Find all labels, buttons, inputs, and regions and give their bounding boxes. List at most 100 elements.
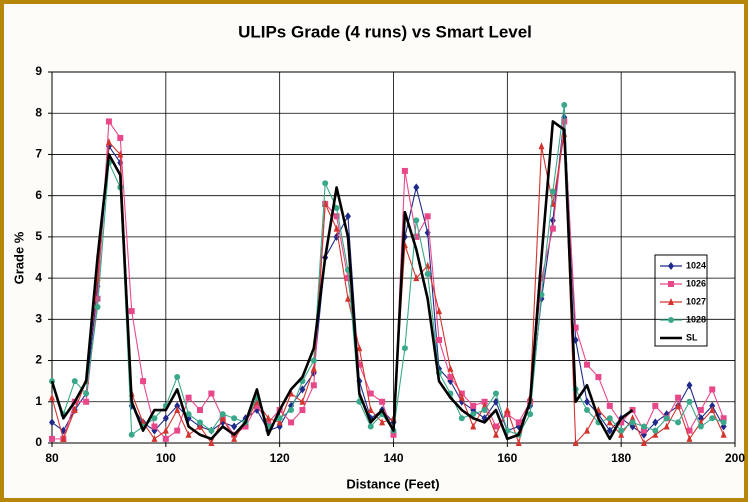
marker xyxy=(606,415,613,422)
marker xyxy=(276,418,283,426)
marker xyxy=(71,406,78,414)
marker xyxy=(174,374,181,381)
marker xyxy=(709,401,716,410)
marker xyxy=(470,402,477,409)
marker xyxy=(174,401,181,410)
marker xyxy=(515,439,522,446)
y-tick-label: 0 xyxy=(35,435,42,449)
marker xyxy=(310,357,317,364)
marker xyxy=(333,205,340,212)
marker xyxy=(151,434,158,442)
marker xyxy=(663,422,670,430)
marker xyxy=(720,419,727,426)
legend-marker xyxy=(668,298,674,305)
y-tick-label: 5 xyxy=(35,229,42,243)
marker xyxy=(379,418,386,426)
x-tick-label: 120 xyxy=(270,451,290,465)
y-tick-label: 4 xyxy=(35,270,42,284)
marker xyxy=(675,394,682,401)
marker xyxy=(492,423,499,430)
marker xyxy=(504,406,511,414)
legend-label: 1024 xyxy=(686,260,706,270)
marker xyxy=(436,307,443,315)
marker xyxy=(49,418,55,427)
series-line xyxy=(51,116,725,436)
marker xyxy=(49,393,55,401)
x-tick-label: 200 xyxy=(725,451,745,465)
marker xyxy=(720,430,727,438)
legend-marker xyxy=(668,262,674,270)
marker xyxy=(538,275,545,282)
marker xyxy=(196,407,203,414)
marker xyxy=(253,402,260,409)
marker xyxy=(185,430,192,438)
marker xyxy=(128,431,135,438)
marker xyxy=(458,390,465,397)
marker xyxy=(686,427,693,434)
legend-marker xyxy=(668,317,674,323)
marker xyxy=(606,402,613,409)
marker xyxy=(675,401,682,409)
marker xyxy=(117,134,124,141)
marker xyxy=(720,415,727,422)
marker xyxy=(652,430,659,438)
marker xyxy=(504,411,511,418)
marker xyxy=(413,274,420,282)
marker xyxy=(470,422,477,430)
marker xyxy=(458,393,465,401)
marker xyxy=(151,423,158,430)
marker xyxy=(253,397,260,405)
marker xyxy=(94,303,101,310)
marker xyxy=(413,233,420,240)
marker xyxy=(436,336,443,343)
marker xyxy=(549,225,556,232)
marker xyxy=(606,426,613,435)
marker xyxy=(629,419,636,426)
marker xyxy=(629,414,636,422)
x-tick-label: 80 xyxy=(45,451,59,465)
marker xyxy=(481,398,488,405)
marker xyxy=(458,415,465,422)
marker xyxy=(185,394,192,401)
marker xyxy=(242,423,249,430)
marker xyxy=(310,382,317,389)
marker xyxy=(83,398,90,405)
marker xyxy=(538,142,545,150)
marker xyxy=(584,397,591,406)
x-tick-label: 140 xyxy=(383,451,403,465)
marker xyxy=(299,397,306,405)
legend-label: 1026 xyxy=(686,278,706,288)
marker xyxy=(697,407,704,414)
y-tick-label: 9 xyxy=(35,64,42,78)
marker xyxy=(344,294,351,302)
marker xyxy=(492,390,499,397)
marker xyxy=(618,427,625,434)
marker xyxy=(162,414,169,423)
marker xyxy=(401,167,408,174)
marker xyxy=(618,419,625,426)
marker xyxy=(367,390,374,397)
marker xyxy=(344,212,351,221)
marker xyxy=(128,308,135,315)
marker xyxy=(652,427,659,434)
marker xyxy=(697,423,704,430)
marker xyxy=(367,406,374,414)
marker xyxy=(447,364,454,372)
legend-label: 1027 xyxy=(686,296,706,306)
legend-label: SL xyxy=(686,332,698,342)
marker xyxy=(675,419,682,426)
marker xyxy=(219,411,226,418)
marker xyxy=(231,434,238,442)
marker xyxy=(333,224,340,232)
legend-label: 1028 xyxy=(686,314,706,324)
marker xyxy=(549,188,556,195)
marker xyxy=(652,402,659,409)
marker xyxy=(162,426,169,434)
marker xyxy=(686,434,693,442)
marker xyxy=(288,419,295,426)
marker xyxy=(162,435,169,442)
chart-title: ULIPs Grade (4 runs) vs Smart Level xyxy=(238,22,532,41)
marker xyxy=(71,378,78,385)
marker xyxy=(105,138,112,146)
marker xyxy=(572,439,579,446)
